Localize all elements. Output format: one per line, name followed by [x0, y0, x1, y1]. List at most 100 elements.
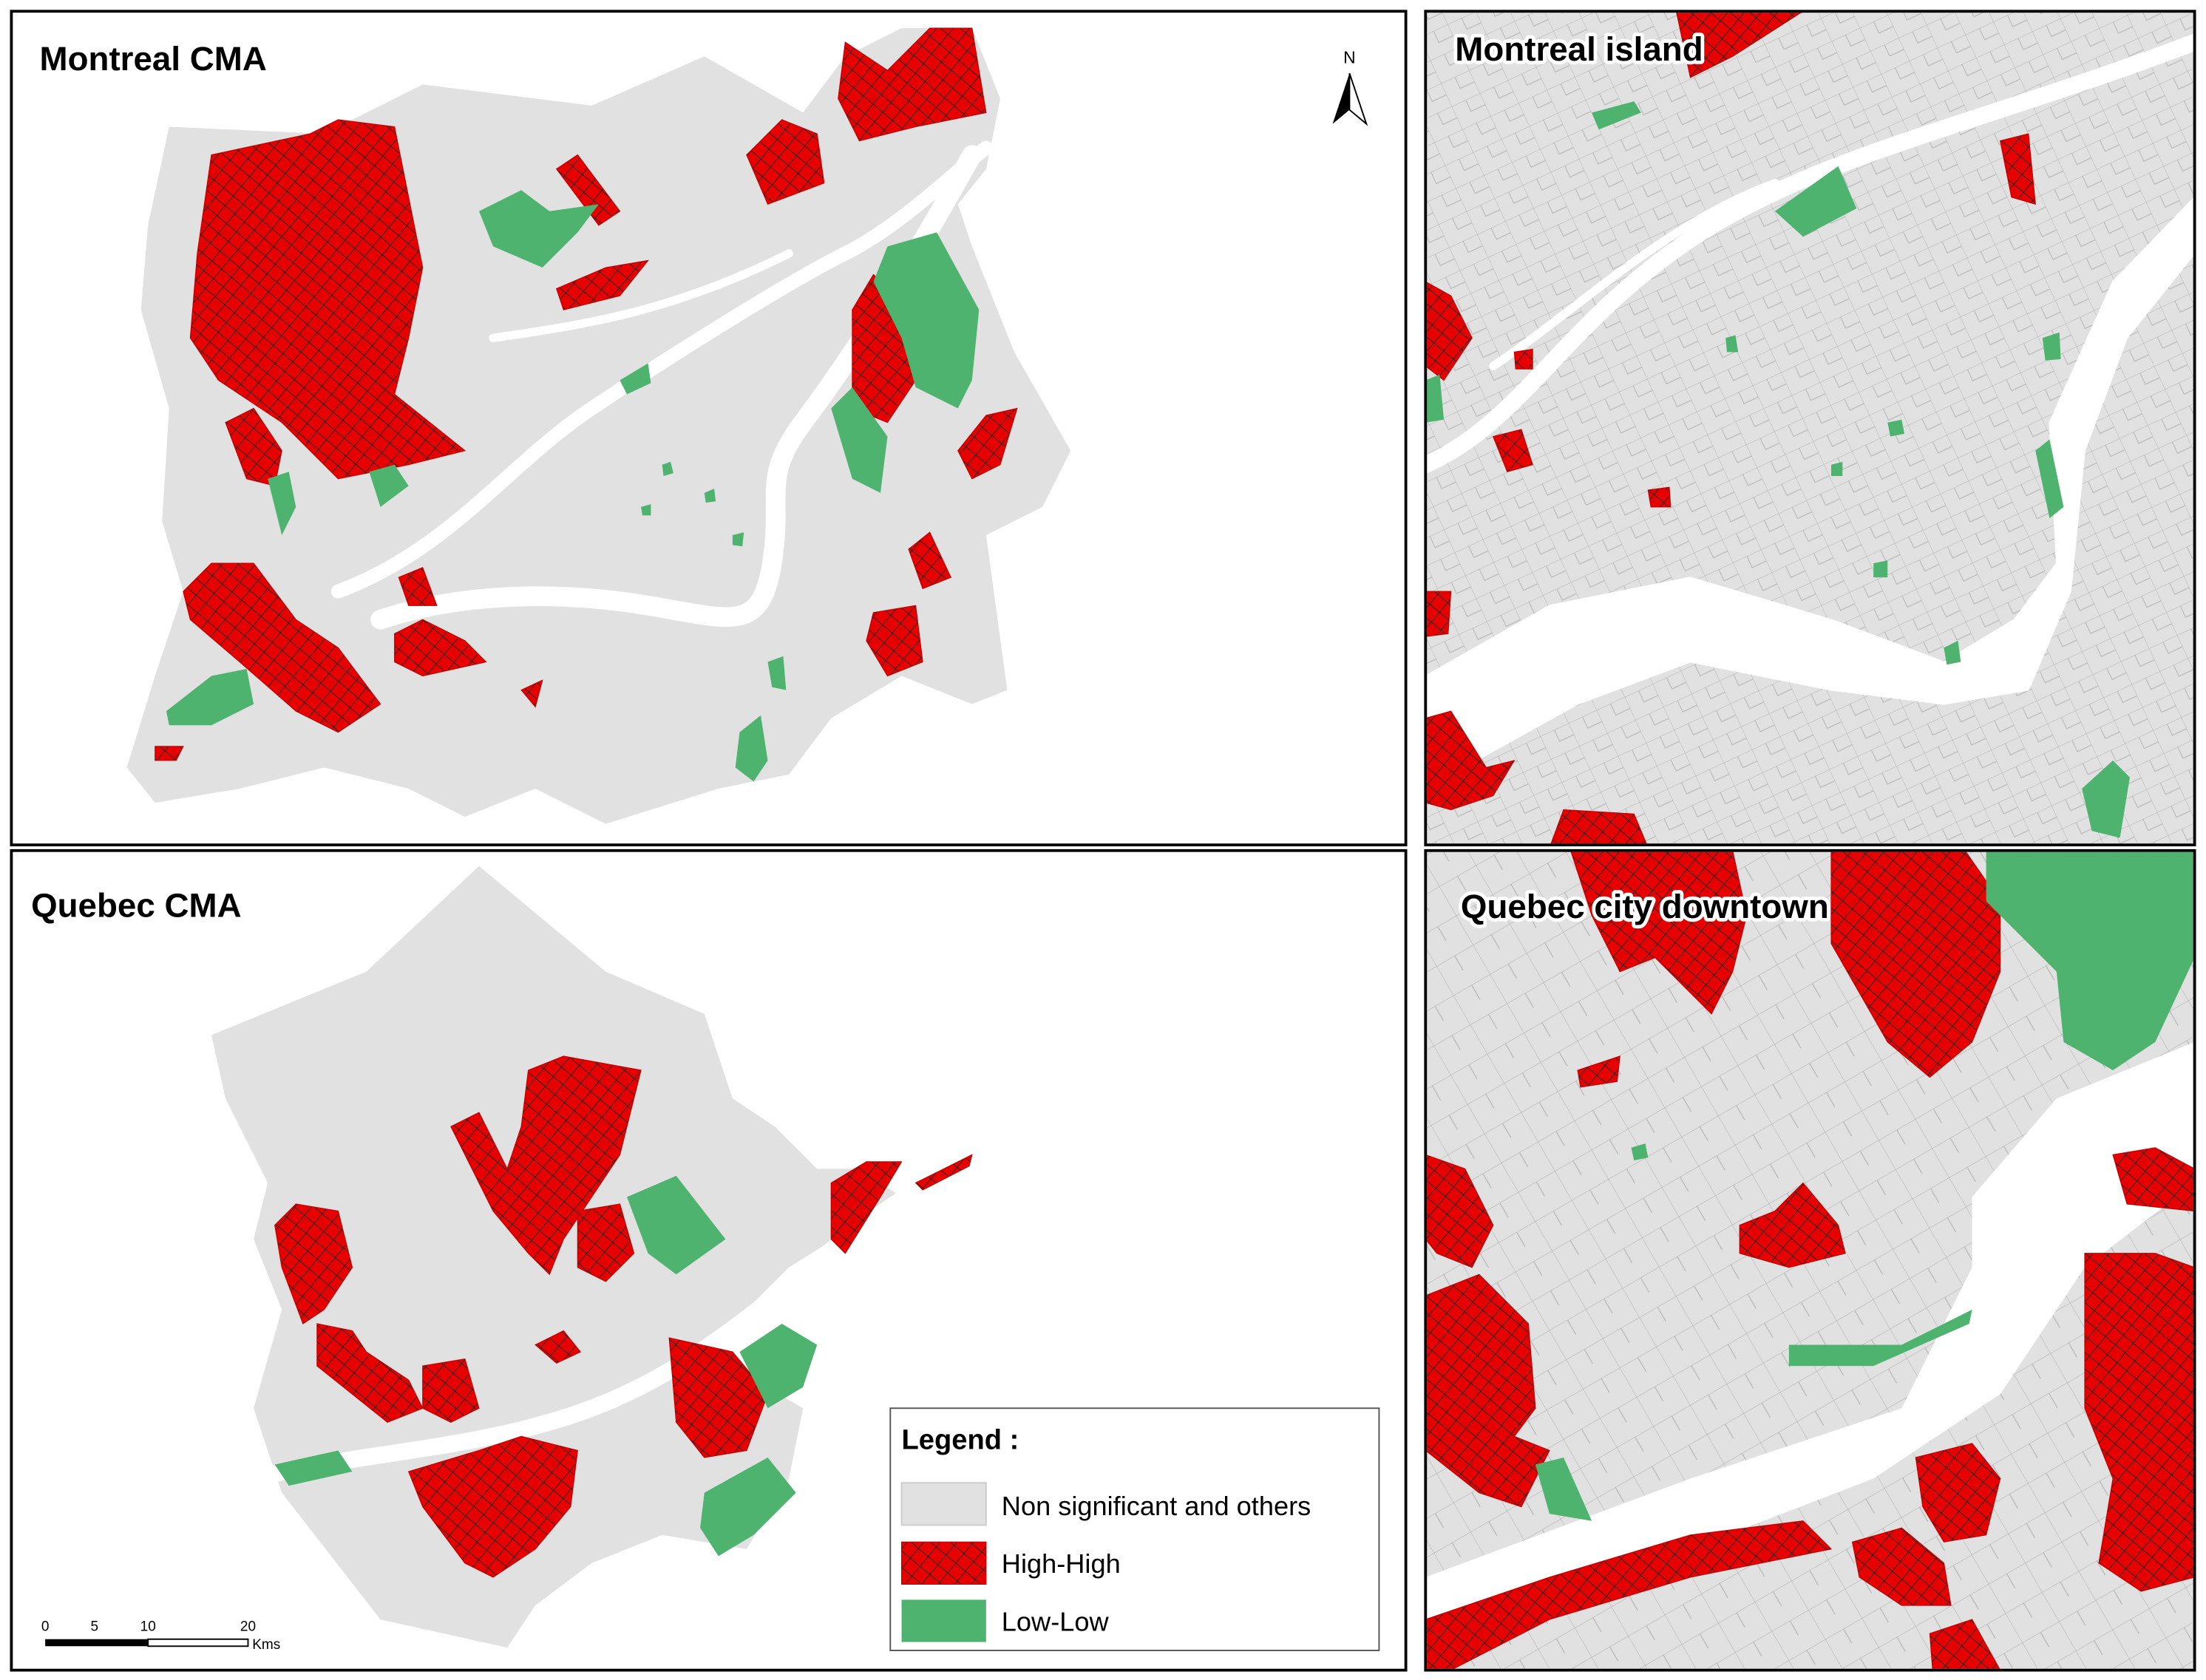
river [330, 140, 994, 599]
high-high-area [1851, 1527, 1952, 1606]
high-high-areas [1427, 851, 2193, 1669]
high-high-area [1929, 1619, 2000, 1669]
panel-title: Montreal island [1455, 30, 1703, 68]
high-high-area [1577, 1055, 1620, 1088]
high-high-area [1830, 851, 2001, 1078]
river [1427, 1042, 2193, 1647]
low-low-area [1944, 640, 1961, 665]
low-low-area [901, 1599, 986, 1642]
low-low-areas [1535, 851, 2193, 1521]
low-low-area [1788, 1309, 1972, 1367]
scale-unit: Kms [252, 1637, 280, 1653]
low-low-area [2082, 760, 2130, 838]
low-low-area [2035, 439, 2064, 519]
map-shape [1348, 72, 1368, 126]
low-low-area [2042, 332, 2061, 361]
map-shape [1332, 73, 1350, 124]
high-high-area [534, 1330, 582, 1364]
high-high-area [1647, 486, 1672, 508]
river [489, 249, 793, 342]
low-low-area [831, 387, 888, 493]
high-high-area [450, 1055, 642, 1276]
river [1427, 197, 2193, 789]
montreal-island-map [1427, 13, 2193, 844]
north-label: N [1343, 48, 1356, 67]
high-high-area [900, 1541, 987, 1585]
panel-title: Montreal CMA [40, 40, 267, 78]
low-low-area [704, 489, 716, 503]
high-high-area [1513, 348, 1533, 370]
high-high-area [1427, 710, 1516, 811]
high-high-area [1427, 591, 1452, 637]
low-low-area [662, 461, 673, 476]
high-high-area [746, 119, 825, 205]
quebec-downtown-map [1427, 851, 2193, 1669]
high-high-area [422, 1358, 480, 1423]
high-high-area [668, 1337, 769, 1458]
panel-title: Quebec CMA [31, 886, 242, 924]
river [1489, 178, 1779, 371]
scale-label: 20 [240, 1619, 256, 1634]
high-high-area [908, 531, 952, 590]
high-high-area [183, 562, 381, 733]
low-low-area [873, 232, 980, 409]
high-high-area [2084, 1253, 2193, 1592]
high-high-areas [274, 1055, 973, 1578]
panel-frame [1424, 10, 2196, 847]
high-high-area [394, 619, 487, 677]
high-high-area [1676, 13, 1802, 78]
high-high-area [1999, 133, 2036, 205]
high-high-area [1570, 851, 1748, 1015]
low-low-areas [274, 1175, 818, 1557]
panel-title: Quebec city downtown [1461, 888, 1829, 925]
low-low-area [1725, 335, 1739, 353]
map-shape [45, 1639, 149, 1647]
low-low-area [268, 472, 296, 536]
high-high-area [830, 1161, 903, 1254]
low-low-area [1831, 461, 1843, 476]
quebec-cma-map [211, 865, 981, 1648]
panel-frame [10, 10, 1408, 847]
low-low-area [166, 669, 254, 726]
high-high-area [866, 605, 923, 677]
panel-frame [1424, 848, 2196, 1672]
low-low-area [1427, 374, 1445, 423]
map-shape [147, 1638, 249, 1647]
high-high-area [1915, 1443, 2001, 1543]
low-low-area [1774, 166, 1857, 237]
high-high-areas [1427, 13, 2036, 844]
scale-label: 0 [41, 1619, 50, 1634]
legend-label: High-High [1002, 1548, 1121, 1579]
scale-bar: 0 5 10 20 Kms [41, 1619, 280, 1653]
high-high-areas [155, 27, 1018, 761]
river [1427, 33, 2193, 473]
low-low-area [1631, 1143, 1649, 1160]
high-high-area [838, 27, 987, 142]
legend-label: Low-Low [1002, 1606, 1110, 1636]
low-low-area [369, 464, 409, 507]
high-high-area [1427, 282, 1473, 381]
montreal-cma-map [126, 27, 1071, 824]
high-high-area [189, 119, 466, 480]
region-area [900, 1482, 987, 1526]
high-high-area [1492, 429, 1533, 472]
low-low-area [627, 1175, 726, 1275]
legend-title: Legend : [902, 1425, 1019, 1456]
low-low-area [1873, 560, 1888, 578]
high-high-area [1550, 809, 1647, 844]
low-low-area [274, 1450, 353, 1486]
high-high-area [2112, 1147, 2193, 1211]
high-high-area [225, 407, 282, 487]
high-high-area [914, 1154, 973, 1191]
high-high-area [398, 567, 438, 606]
low-low-areas [166, 190, 980, 782]
low-low-area [1592, 101, 1641, 130]
low-low-area [700, 1457, 796, 1557]
low-low-area [739, 1323, 818, 1409]
high-high-area [1739, 1182, 1846, 1268]
high-high-area [407, 1435, 578, 1578]
low-low-area [1986, 851, 2193, 1071]
high-high-area [155, 746, 184, 761]
